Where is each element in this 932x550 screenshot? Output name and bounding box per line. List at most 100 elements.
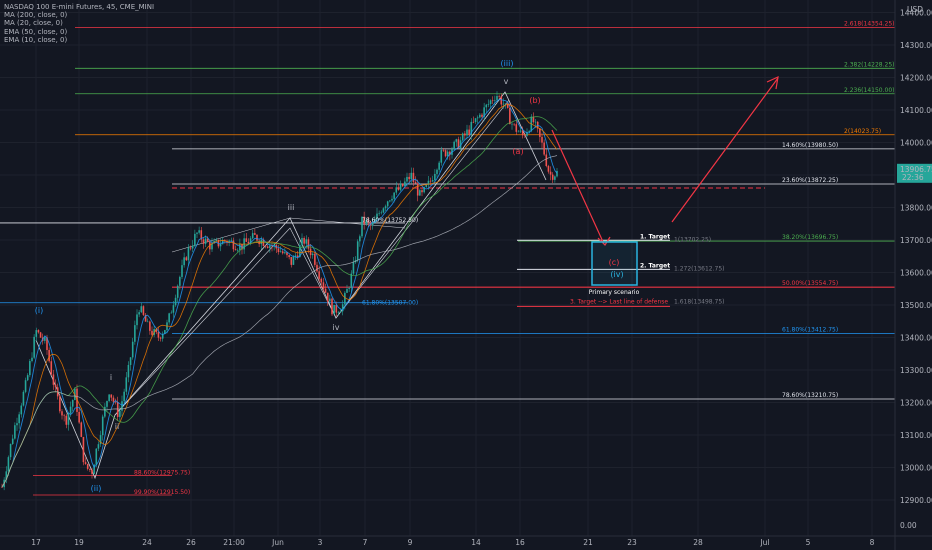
candle-body (549, 171, 552, 175)
candle-body (371, 222, 374, 226)
candle-body (215, 239, 218, 241)
candle-body (318, 271, 320, 279)
candle-body (18, 414, 20, 424)
candle-body (174, 297, 177, 306)
candle-body (136, 314, 138, 326)
candle-body (277, 248, 280, 253)
legend-ma20[interactable]: MA (20, close, 0) (4, 19, 63, 28)
candle-body (350, 273, 353, 289)
candle-body (416, 183, 419, 196)
candle-body (378, 213, 380, 214)
candle-body (119, 410, 121, 417)
candle-body (84, 462, 87, 464)
candle-body (410, 172, 413, 180)
candle-body (466, 129, 468, 136)
wave-label: (a) (512, 147, 523, 156)
candle-body (189, 247, 192, 249)
candle-body (251, 233, 254, 239)
time-tick-label: 21 (583, 538, 593, 547)
chart-legend: NASDAQ 100 E-mini Futures, 45, CME_MINI … (4, 3, 154, 44)
candle-body (50, 361, 53, 375)
candle-body (461, 133, 464, 141)
wave-label: (b) (529, 96, 540, 105)
candle-body (468, 129, 470, 135)
candle-body (412, 172, 415, 183)
candle-body (391, 198, 393, 201)
candle-body (97, 444, 100, 449)
candle-body (348, 288, 350, 290)
candle-body (500, 96, 503, 105)
candle-body (71, 400, 74, 407)
candle-body (434, 173, 436, 181)
time-tick-label: 24 (142, 538, 152, 547)
candle-body (9, 443, 12, 458)
candle-body (46, 337, 48, 350)
fib-label: 78.60%(13210.75) (782, 392, 838, 399)
candle-body (131, 341, 134, 358)
candle-body (236, 250, 239, 251)
candle-body (159, 337, 162, 339)
wave-label: ii (115, 422, 119, 431)
candle-body (346, 289, 348, 293)
candle-body (110, 394, 113, 398)
candle-body (191, 245, 194, 249)
price-tick-label: 13800.00 (900, 204, 932, 213)
candle-body (239, 244, 241, 251)
time-tick-label: 9 (408, 538, 413, 547)
candle-body (24, 380, 27, 392)
candle-body (59, 396, 61, 412)
candle-body (449, 151, 451, 155)
time-tick-label: 21:00 (223, 538, 245, 547)
candle-body (547, 166, 550, 172)
candle-body (474, 118, 477, 123)
candle-body (288, 255, 290, 258)
candle-body (539, 128, 541, 137)
candle-body (386, 201, 389, 207)
candle-body (170, 312, 173, 314)
candle-body (489, 100, 492, 104)
candle-body (140, 306, 143, 313)
time-tick-label: 28 (693, 538, 703, 547)
candle-body (228, 240, 230, 243)
candle-body (389, 200, 391, 202)
legend-ema10[interactable]: EMA (10, close, 0) (4, 35, 68, 44)
candle-body (172, 305, 175, 313)
candle-body (108, 394, 110, 401)
candle-body (294, 255, 297, 257)
time-tick-label: 8 (870, 538, 875, 547)
candle-body (380, 212, 383, 214)
candle-body (196, 232, 198, 234)
candle-body (359, 236, 361, 242)
legend-ma200[interactable]: MA (200, close, 0) (4, 11, 68, 20)
candle-body (101, 416, 104, 436)
time-tick-label: Jul (759, 538, 769, 547)
wave-label: iii (288, 203, 295, 212)
primary-scenario-box (591, 241, 638, 286)
candle-body (337, 312, 340, 313)
candle-body (269, 245, 271, 248)
candle-body (365, 220, 368, 224)
candle-body (455, 139, 458, 142)
candle-body (487, 103, 490, 105)
candle-body (406, 176, 408, 182)
candle-body (352, 262, 355, 274)
candle-body (211, 243, 213, 250)
candle-body (11, 438, 14, 444)
candle-body (506, 103, 509, 108)
candle-body (78, 411, 80, 423)
candle-body (453, 141, 455, 150)
candle-body (472, 121, 475, 123)
candle-body (230, 240, 233, 242)
candle-body (335, 304, 338, 313)
candle-body (264, 245, 267, 247)
legend-ema50[interactable]: EMA (50, close, 0) (4, 27, 68, 36)
wave-channel (114, 99, 510, 416)
candle-body (54, 384, 57, 388)
price-tick-label: 14000.00 (900, 139, 932, 148)
candle-body (279, 251, 282, 253)
candle-body (164, 330, 166, 334)
candle-body (367, 220, 370, 223)
fib-label: 38.20%(13696.75) (782, 234, 838, 241)
candle-body (69, 406, 72, 414)
